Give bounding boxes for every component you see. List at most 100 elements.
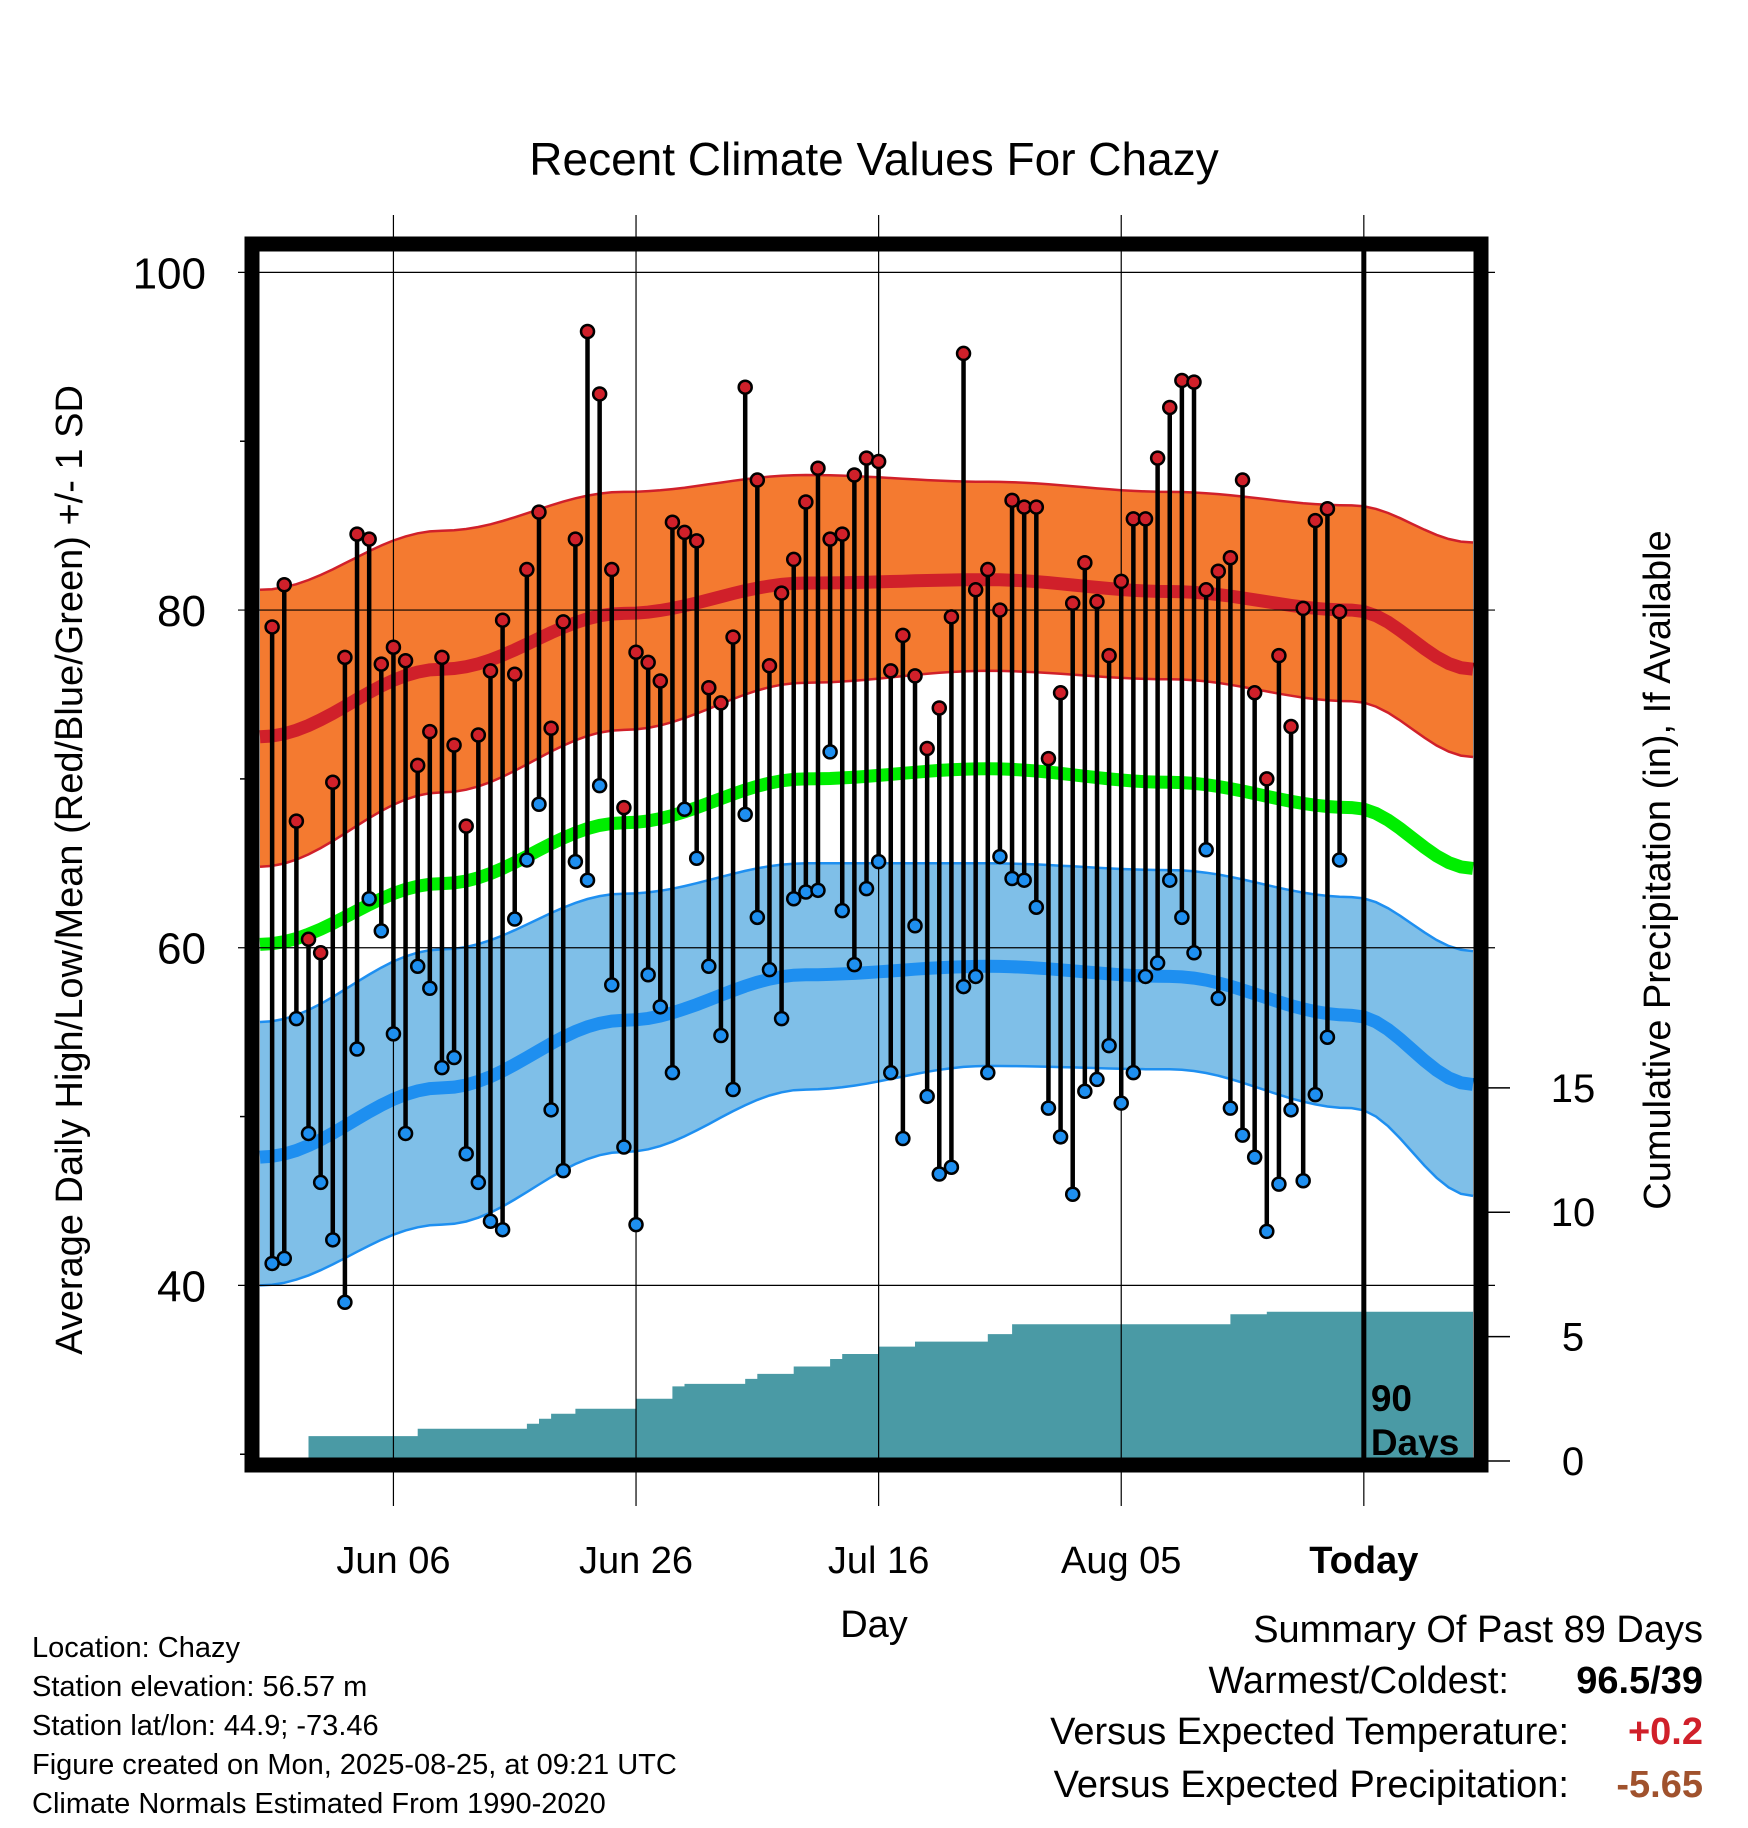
daily-low-point [591,777,608,794]
daily-low-point [1137,968,1154,985]
daily-high-point [1307,512,1324,529]
daily-low-point [567,853,584,870]
daily-high-point [567,531,584,547]
daily-high-point [1283,718,1299,735]
y-left-tick-label: 100 [133,249,206,298]
y-left-tick-label: 60 [157,925,206,974]
summary-warmest-row: Warmest/Coldest: 96.5/39 [1208,1660,1703,1703]
warmest-value: 96.5/39 [1576,1660,1703,1702]
daily-low-point [616,1139,632,1155]
daily-low-point [907,918,923,934]
daily-low-point [519,852,535,868]
daily-high-point [1234,472,1251,488]
y-axis-left-label: Average Daily High/Low/Mean (Red/Blue/Gr… [49,385,91,1355]
daily-low-point [810,882,826,899]
y-right-tick-label: 5 [1562,1316,1584,1360]
daily-high-point [846,467,863,483]
daily-high-point [1210,563,1227,579]
daily-low-point [967,968,984,985]
daily-low-point [1040,1100,1057,1116]
summary-title: Summary Of Past 89 Days [1253,1609,1703,1651]
daily-low-point [494,1221,511,1238]
daily-low-point [1077,1083,1093,1099]
daily-high-point [434,649,450,666]
daily-high-point [980,561,996,578]
daily-low-point [531,796,547,812]
daily-high-point [1004,492,1020,509]
daily-low-point [506,911,523,927]
daily-low-point [1271,1176,1287,1192]
daily-low-point [883,1064,899,1081]
temp-label: Versus Expected Temperature: [1050,1711,1569,1753]
daily-high-point [810,460,826,476]
daily-high-point [531,504,547,520]
daily-low-point [579,872,596,888]
daily-low-point [434,1059,450,1076]
daily-high-point [616,799,632,816]
daily-low-point [701,958,717,975]
x-tick-label: Jul 16 [828,1540,929,1582]
daily-high-point [591,386,608,402]
daily-high-point [1137,511,1154,527]
daily-low-point [931,1166,948,1182]
daily-high-point [907,668,923,684]
daily-high-point [1319,501,1336,517]
daily-high-point [446,737,462,753]
daily-high-point [640,654,656,671]
plot-frame [244,236,1489,1473]
daily-high-point [494,612,511,628]
warmest-label: Warmest/Coldest: [1208,1660,1509,1702]
daily-high-point [1101,647,1117,664]
daily-low-point [992,848,1008,865]
daily-low-point [300,1125,317,1142]
x-tick-label: Jun 06 [336,1540,450,1582]
summary-temp-row: Versus Expected Temperature: +0.2 [1050,1711,1703,1754]
daily-low-point [1174,909,1190,926]
y-right-tick-label: 15 [1551,1067,1596,1111]
daily-high-point [519,561,535,578]
daily-low-point [943,1159,960,1175]
daily-low-point [1210,990,1227,1007]
daily-low-point [373,923,390,939]
daily-high-point [701,679,717,696]
daily-low-point [543,1102,559,1118]
daily-low-point [761,961,778,978]
daily-high-point [1162,399,1178,416]
daily-low-point [1259,1223,1275,1240]
daily-low-point [785,891,802,907]
daily-high-point [749,472,766,488]
daily-high-point [785,551,802,568]
daily-high-point [773,585,790,601]
daily-high-point [895,627,911,644]
daily-low-point [470,1174,487,1191]
daily-low-point [858,880,875,897]
daily-low-point [798,884,814,900]
daily-high-point [1222,549,1239,566]
y-axis-right-label: Cumulative Precipitation (in), If Availa… [1637,530,1679,1209]
daily-low-point [834,902,850,919]
daily-high-point [276,576,293,593]
daily-low-point [325,1232,341,1248]
y-left-tick-label: 80 [157,587,206,636]
daily-low-point [349,1041,365,1057]
x-axis-label: Day [840,1604,908,1646]
summary-precip-row: Versus Expected Precipitation: -5.65 [1054,1764,1703,1807]
daily-low-point [749,909,766,926]
daily-high-point [458,818,474,834]
daily-high-point [1149,450,1166,466]
daily-high-point [1040,750,1057,767]
daily-low-point [409,958,426,975]
location-text: Location: Chazy [32,1632,240,1664]
daily-low-point [1331,852,1348,868]
daily-high-point [506,666,523,682]
daily-high-point [1295,600,1311,617]
daily-high-point [1198,582,1214,598]
y-right-tick-label: 10 [1551,1191,1596,1235]
daily-high-point [397,652,414,669]
daily-high-point [628,644,644,661]
chart-title: Recent Climate Values For Chazy [529,133,1218,185]
daily-high-point [870,453,887,470]
daily-high-point [1052,685,1069,701]
daily-high-point [1064,595,1081,612]
